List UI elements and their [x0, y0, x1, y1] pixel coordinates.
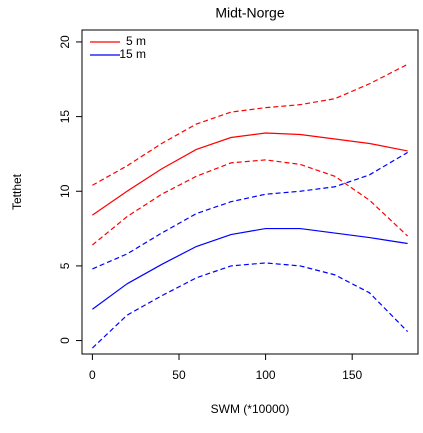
x-axis-label: SWM (*10000)	[211, 402, 290, 416]
x-tick-label: 100	[256, 368, 276, 382]
x-tick-label: 0	[89, 368, 96, 382]
confidence-line	[92, 63, 408, 186]
legend-label: 15 m	[119, 47, 146, 61]
y-tick-label: 0	[58, 337, 72, 344]
y-tick-label: 15	[58, 110, 72, 124]
confidence-line	[91, 262, 409, 349]
confidence-line	[92, 151, 408, 270]
x-tick-label: 50	[172, 368, 186, 382]
legend-label: 5 m	[126, 34, 146, 48]
confidence-line	[92, 159, 409, 246]
chart-title: Midt-Norge	[215, 5, 284, 21]
y-tick-label: 10	[58, 184, 72, 198]
y-tick-label: 5	[58, 262, 72, 269]
fit-line	[92, 132, 408, 216]
y-tick-label: 20	[58, 35, 72, 49]
x-tick-label: 150	[342, 368, 362, 382]
y-axis-label: Tetthet	[10, 173, 24, 210]
fit-line	[92, 227, 408, 310]
plot-frame	[81, 29, 419, 355]
